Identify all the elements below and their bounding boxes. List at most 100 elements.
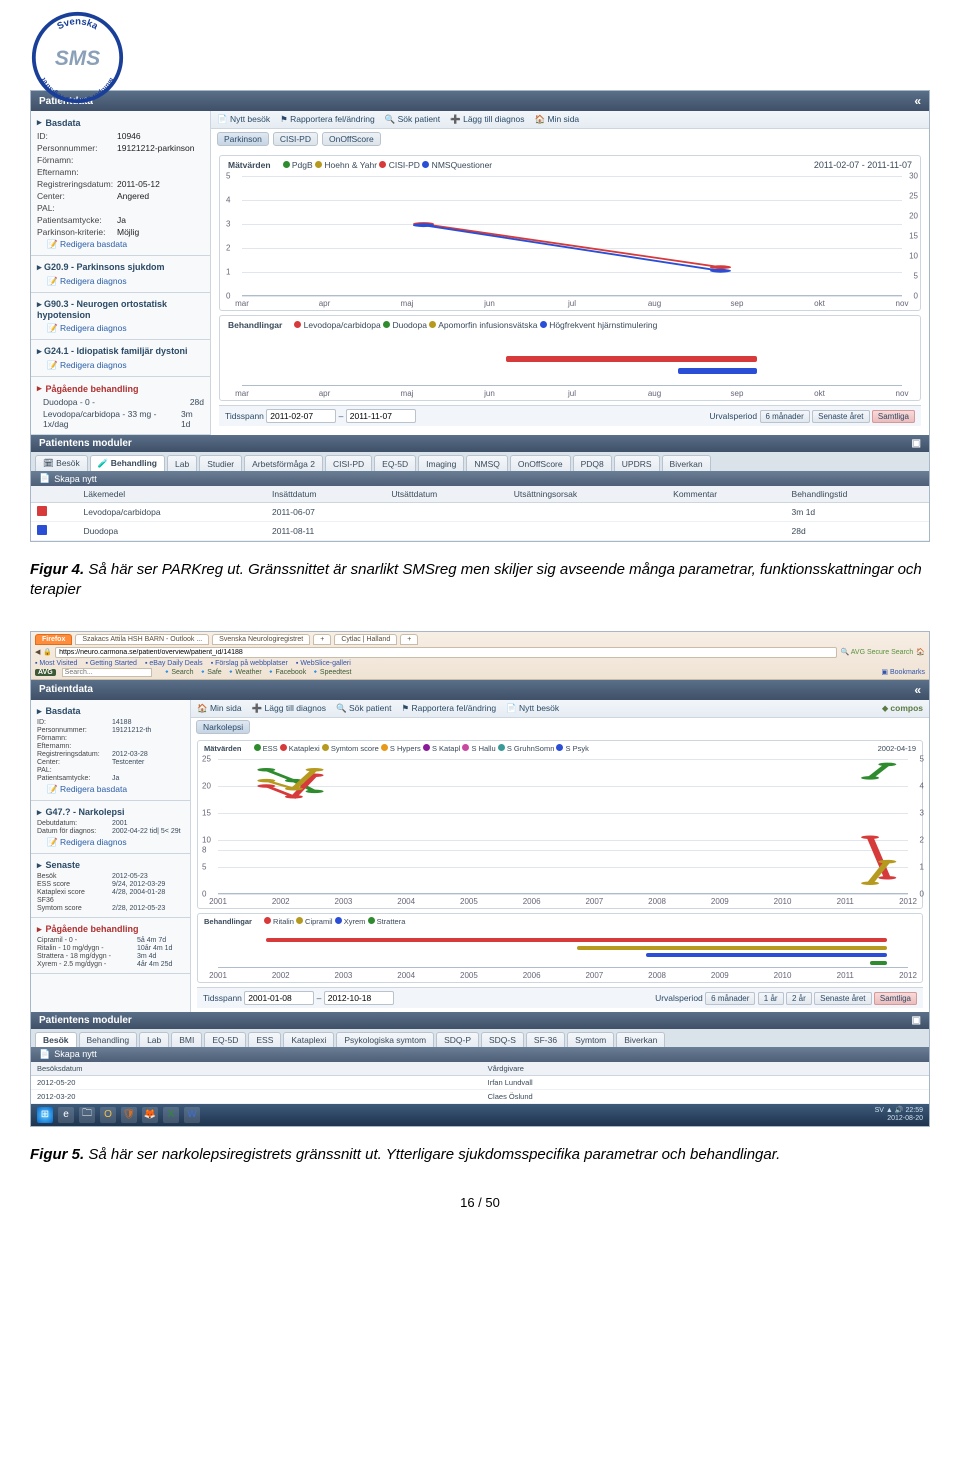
col-header[interactable]: Kommentar [667,486,785,503]
narko-btn-senaste[interactable]: Senaste året [814,992,871,1005]
group-parkinson-pill[interactable]: Parkinson [217,132,269,146]
avg-tool[interactable]: 🔹Search [163,669,194,676]
tab-bes-k[interactable]: Besök [35,1032,77,1047]
browser-tab[interactable]: Cytlac | Halland [334,634,397,645]
narkolepsi-pill[interactable]: Narkolepsi [196,720,250,734]
browser-tab[interactable]: Svenska Neurologiregistret [212,634,310,645]
avg-tool[interactable]: 🔹Speedtest [311,669,351,676]
home-icon[interactable]: 🏠 [916,648,925,656]
start-icon[interactable]: ⊞ [37,1107,53,1123]
table-row[interactable]: Levodopa/carbidopa2011-06-073m 1d [31,503,929,522]
col-header[interactable]: Läkemedel [78,486,266,503]
narko-redigera-basdata[interactable]: 📝 Redigera basdata [37,783,184,796]
col-header[interactable]: Vårdgivare [482,1062,929,1076]
narko-senaste-header[interactable]: ▸ Senaste [37,858,184,873]
narko-redigera-diagnos[interactable]: 📝 Redigera diagnos [37,836,184,849]
tab-sdq-s[interactable]: SDQ-S [481,1032,524,1047]
browser-tab[interactable]: Firefox [35,634,72,645]
tab-lab[interactable]: Lab [167,455,197,471]
btn-6m[interactable]: 6 månader [760,410,810,423]
tab-bmi[interactable]: BMI [171,1032,202,1047]
narko-module-menu-icon[interactable]: ▣ [912,1015,921,1026]
narko-btn-samtliga[interactable]: Samtliga [874,992,917,1005]
tidsspann-to-input[interactable] [346,409,416,423]
system-tray[interactable]: SV ▲ 🔊 22:592012-08-20 [875,1107,923,1122]
bookmark-link[interactable]: ▪ Getting Started [85,660,137,667]
tab-eq-5d[interactable]: EQ-5D [204,1032,246,1047]
table-row[interactable]: Duodopa2011-08-1128d [31,522,929,541]
tab-studier[interactable]: Studier [199,455,242,471]
diagnosis-header[interactable]: ▸ G20.9 - Parkinsons sjukdom [37,260,204,275]
avg-tool[interactable]: 🔹Facebook [267,669,306,676]
bookmarks-btn[interactable]: ▣ Bookmarks [881,668,925,676]
col-header[interactable]: Besöksdatum [31,1062,482,1076]
pag-behandling-header[interactable]: ▸ Pågående behandling [37,381,204,396]
tab-arbetsf-rm-ga-2[interactable]: Arbetsförmåga 2 [244,455,323,471]
onoffscore-pill[interactable]: OnOffScore [322,132,381,146]
col-header[interactable]: Utsättdatum [385,486,507,503]
tab-lab[interactable]: Lab [139,1032,169,1047]
tab-sf-36[interactable]: SF-36 [526,1032,565,1047]
toolbar-rapportera-fel-ndring[interactable]: ⚑ Rapportera fel/ändring [280,114,375,125]
browser-tab[interactable]: Szakacs Attila HSH BARN - Outlook ... [75,634,209,645]
browser-tab[interactable]: + [313,634,331,645]
toolbar-min-sida[interactable]: 🏠 Min sida [535,114,580,125]
col-header[interactable]: Utsättningsorsak [508,486,667,503]
tab-imaging[interactable]: Imaging [418,455,464,471]
toolbar-s-k-patient[interactable]: 🔍 Sök patient [385,114,440,125]
toolbar-nytt-bes-k[interactable]: 📄 Nytt besök [506,703,559,714]
cisi-pd-pill[interactable]: CISI-PD [273,132,318,146]
toolbar-nytt-bes-k[interactable]: 📄 Nytt besök [217,114,270,125]
bookmark-link[interactable]: ▪ Most Visited [35,660,77,667]
toolbar-s-k-patient[interactable]: 🔍 Sök patient [336,703,391,714]
table-row[interactable]: 2012-05-20Irfan Lundvall [31,1075,929,1089]
toolbar-rapportera-fel-ndring[interactable]: ⚑ Rapportera fel/ändring [401,703,496,714]
tab-cisi-pd[interactable]: CISI-PD [325,455,372,471]
shield-icon[interactable]: 🛡 [121,1107,137,1123]
tab-pdq8[interactable]: PDQ8 [573,455,612,471]
col-header[interactable]: Insättdatum [266,486,385,503]
module-menu-icon[interactable]: ▣ [912,438,921,449]
bookmark-link[interactable]: ▪ WebSlice-galleri [296,660,351,667]
narko-basdata-header[interactable]: ▸ Basdata [37,704,184,719]
tab-psykologiska-symtom[interactable]: Psykologiska symtom [336,1032,434,1047]
collapse-icon[interactable]: « [914,683,921,697]
tab-kataplexi[interactable]: Kataplexi [283,1032,334,1047]
tab-updrs[interactable]: UPDRS [614,455,660,471]
tidsspann-from-input[interactable] [266,409,336,423]
skapa-nytt-bar[interactable]: 📄 Skapa nytt [31,471,929,486]
word-icon[interactable]: W [184,1107,200,1123]
basdata-header[interactable]: ▸ Basdata [37,115,204,130]
redigera-diagnos-link[interactable]: 📝 Redigera diagnos [37,322,204,335]
tab-biverkan[interactable]: Biverkan [662,455,711,471]
outlook-icon[interactable]: O [100,1107,116,1123]
table-row[interactable]: 2012-03-20Claes Öslund [31,1089,929,1103]
tab-biverkan[interactable]: Biverkan [616,1032,665,1047]
bookmark-link[interactable]: ▪ eBay Daily Deals [145,660,203,667]
tab-eq-5d[interactable]: EQ-5D [374,455,416,471]
avg-tool[interactable]: 🔹Weather [227,669,262,676]
narko-btn-6m[interactable]: 6 månader [705,992,755,1005]
tab-behandling[interactable]: Behandling [79,1032,138,1047]
btn-samtliga[interactable]: Samtliga [872,410,915,423]
diagnosis-header[interactable]: ▸ G90.3 - Neurogen ortostatisk hypotensi… [37,297,204,322]
browser-tab[interactable]: + [400,634,418,645]
narko-to-input[interactable] [324,991,394,1005]
ie-icon[interactable]: e [58,1107,74,1123]
collapse-icon[interactable]: « [914,94,921,108]
explorer-icon[interactable]: 🗀 [79,1107,95,1123]
tab-ess[interactable]: ESS [248,1032,281,1047]
narko-skapa-bar[interactable]: 📄 Skapa nytt [31,1047,929,1062]
tab-sdq-p[interactable]: SDQ-P [436,1032,479,1047]
redigera-diagnos-link[interactable]: 📝 Redigera diagnos [37,359,204,372]
excel-icon[interactable]: X [163,1107,179,1123]
diagnosis-header[interactable]: ▸ G24.1 - Idiopatisk familjär dystoni [37,344,204,359]
narko-pag-header[interactable]: ▸ Pågående behandling [37,922,184,937]
bookmark-link[interactable]: ▪ Förslag på webbplatser [211,660,288,667]
avg-search-input[interactable] [62,668,152,677]
narko-btn-2y[interactable]: 2 år [786,992,812,1005]
redigera-basdata-link[interactable]: 📝 Redigera basdata [37,238,204,251]
tab-symtom[interactable]: Symtom [567,1032,614,1047]
back-icon[interactable]: ◀ [35,648,40,656]
toolbar-min-sida[interactable]: 🏠 Min sida [197,703,242,714]
